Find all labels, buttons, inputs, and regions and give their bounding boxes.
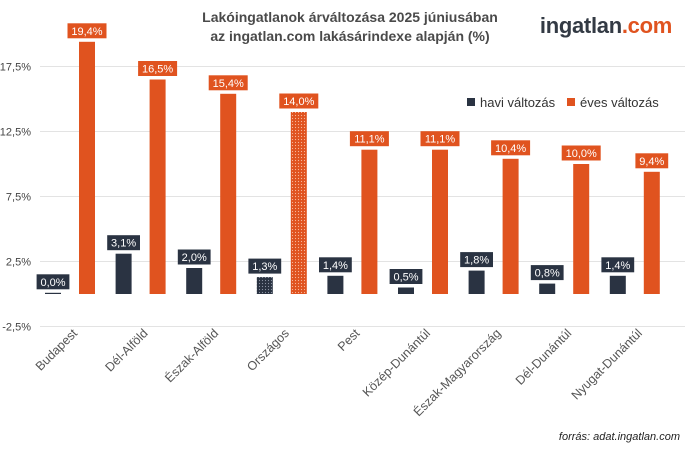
bar-eves [573, 164, 590, 294]
y-tick-label: 2,5% [6, 257, 31, 269]
data-label-havi-bg [460, 252, 493, 268]
logo-suffix: .com [621, 13, 672, 38]
ingatlan-logo: ingatlan.com [540, 13, 672, 39]
category-label: Közép-Dunántúl [360, 326, 433, 399]
data-label-havi: 1,4% [319, 257, 352, 273]
bar-havi [45, 292, 61, 294]
y-tick-label: -2,5% [2, 322, 31, 334]
data-label-eves-bg [561, 145, 601, 161]
data-label-havi-bg [107, 235, 140, 251]
data-label-eves-text: 10,0% [566, 148, 597, 160]
data-label-eves: 15,4% [208, 75, 248, 91]
data-label-eves-bg [491, 140, 531, 156]
category-label: Országos [244, 326, 292, 374]
data-label-eves-bg [208, 75, 248, 91]
data-label-eves: 14,0% [279, 93, 319, 109]
category-label: Dél-Dunántúl [513, 326, 574, 387]
data-label-havi: 0,0% [36, 274, 70, 290]
data-label-eves: 9,4% [635, 153, 669, 169]
data-label-eves: 11,1% [349, 131, 389, 147]
legend: havi változás éves változás [467, 95, 659, 110]
data-label-havi: 1,3% [248, 258, 282, 274]
bar-eves [502, 158, 519, 294]
bar-havi [468, 270, 485, 294]
bar-havi [186, 268, 203, 294]
bar-eves [643, 171, 660, 294]
bar-havi [327, 275, 344, 294]
data-label-havi-text: 0,0% [40, 277, 65, 289]
data-label-havi-text: 1,3% [252, 261, 277, 273]
data-label-havi: 1,8% [460, 252, 493, 268]
category-label: Pest [335, 326, 363, 354]
data-label-havi-text: 1,4% [605, 260, 630, 272]
data-label-havi-bg [389, 269, 423, 284]
data-label-eves-text: 16,5% [142, 64, 173, 76]
data-label-eves-bg [138, 61, 178, 76]
data-label-havi-text: 0,5% [393, 272, 418, 284]
data-label-eves-text: 15,4% [213, 78, 244, 90]
legend-label-eves: éves változás [580, 95, 659, 110]
category-label: Nyugat-Dunántúl [569, 326, 645, 402]
data-label-havi: 2,0% [177, 249, 211, 265]
data-label-havi-text: 3,1% [111, 238, 136, 250]
data-label-havi-bg [248, 258, 282, 274]
data-label-havi-text: 1,8% [464, 255, 489, 267]
bar-havi [256, 277, 273, 294]
data-label-havi-bg [601, 257, 635, 273]
data-label-havi: 0,5% [389, 269, 423, 284]
data-label-havi-bg [36, 274, 70, 290]
data-label-havi-text: 0,8% [535, 268, 560, 280]
bar-eves [432, 149, 448, 294]
legend-label-havi: havi változás [480, 95, 556, 110]
bar-eves [149, 79, 166, 294]
data-label-eves-bg [67, 23, 107, 39]
category-label: Észak-Alföld [162, 325, 222, 385]
data-label-eves: 19,4% [67, 23, 107, 39]
data-label-havi-text: 1,4% [323, 260, 348, 272]
data-label-eves: 10,4% [491, 140, 531, 156]
y-tick-label: 17,5% [0, 62, 31, 74]
data-label-eves: 11,1% [420, 131, 460, 147]
source-note: forrás: adat.ingatlan.com [558, 431, 680, 443]
bar-havi [115, 253, 132, 294]
data-label-eves: 10,0% [561, 145, 601, 161]
bar-eves [79, 41, 95, 294]
y-tick-label: 12,5% [0, 127, 31, 139]
data-label-eves-text: 11,1% [354, 134, 385, 146]
data-label-havi-bg [177, 249, 211, 265]
chart-title: Lakóingatlanok árváltozása 2025 júniusáb… [150, 8, 550, 46]
data-label-eves-text: 14,0% [283, 96, 314, 108]
data-label-eves-text: 9,4% [639, 156, 664, 168]
bar-eves [220, 93, 237, 294]
data-label-eves: 16,5% [138, 61, 178, 76]
data-label-eves-bg [349, 131, 389, 147]
data-label-havi: 3,1% [107, 235, 140, 251]
data-label-eves-bg [420, 131, 460, 147]
bar-havi [539, 283, 556, 294]
logo-prefix: ingatlan [539, 13, 622, 38]
data-label-havi: 1,4% [601, 257, 635, 273]
data-label-havi-bg [530, 265, 564, 281]
data-label-eves-bg [635, 153, 669, 169]
chart-title-line-2: az ingatlan.com lakásárindexe alapján (%… [210, 28, 490, 44]
bar-eves [361, 149, 378, 294]
bar-eves [290, 112, 307, 294]
legend-swatch-havi [467, 98, 475, 106]
data-label-havi: 0,8% [530, 265, 564, 281]
data-label-eves-bg [279, 93, 319, 109]
category-label: Dél-Alföld [103, 326, 151, 374]
bar-havi [609, 275, 626, 294]
data-label-havi-bg [319, 257, 352, 273]
chart-title-line-1: Lakóingatlanok árváltozása 2025 júniusáb… [202, 9, 498, 25]
data-label-havi-text: 2,0% [182, 252, 207, 264]
data-label-eves-text: 19,4% [71, 26, 102, 38]
y-tick-label: 7,5% [6, 192, 31, 204]
data-label-eves-text: 11,1% [425, 134, 456, 146]
bar-havi [398, 287, 414, 294]
data-label-eves-text: 10,4% [495, 143, 526, 155]
legend-swatch-eves [567, 98, 575, 106]
category-label: Budapest [33, 326, 81, 374]
